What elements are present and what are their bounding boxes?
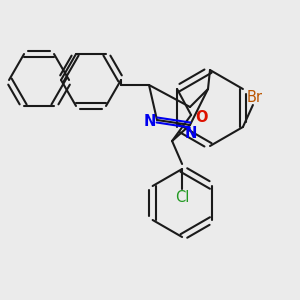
Text: N: N — [185, 125, 197, 140]
Text: Cl: Cl — [175, 190, 189, 205]
Text: O: O — [195, 110, 207, 124]
Text: Br: Br — [247, 91, 263, 106]
Text: N: N — [144, 113, 156, 128]
